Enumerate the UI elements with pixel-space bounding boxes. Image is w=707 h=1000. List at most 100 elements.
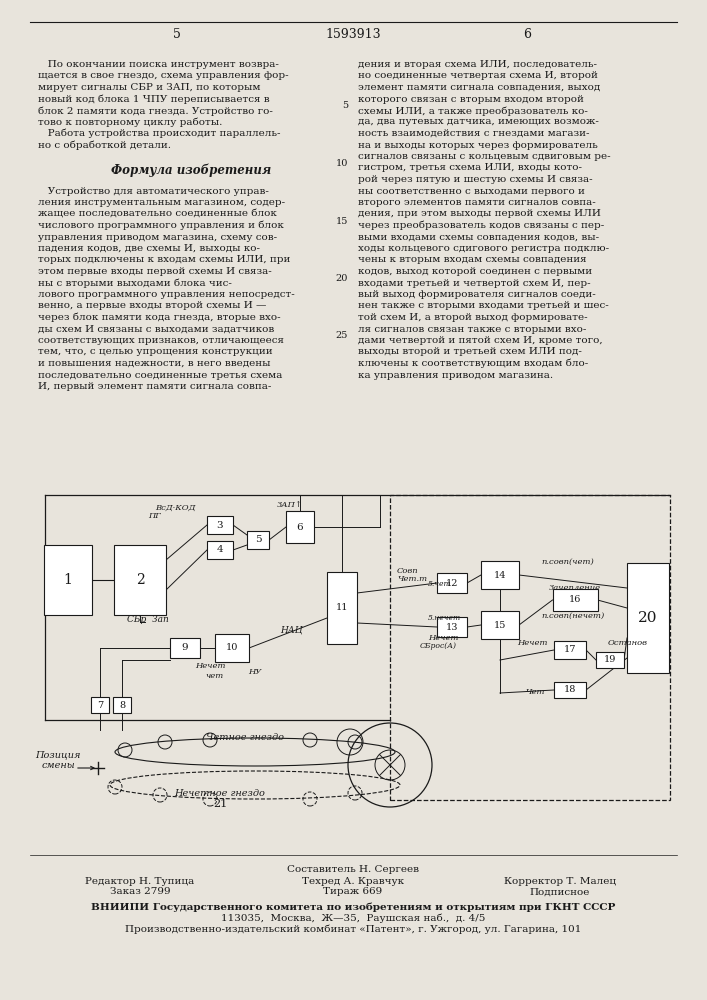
Text: 1593913: 1593913 xyxy=(325,28,381,41)
Text: да, два путевых датчика, имеющих возмож-: да, два путевых датчика, имеющих возмож- xyxy=(358,117,599,126)
Text: нен также с вторыми входами третьей и шес-: нен также с вторыми входами третьей и ше… xyxy=(358,302,609,310)
Bar xyxy=(247,531,269,549)
Text: 17: 17 xyxy=(563,646,576,654)
Text: тем, что, с целью упрощения конструкции: тем, что, с целью упрощения конструкции xyxy=(38,348,273,357)
Text: кодов, выход которой соединен с первыми: кодов, выход которой соединен с первыми xyxy=(358,267,592,276)
Text: 113035,  Москва,  Ж—35,  Раушская наб.,  д. 4/5: 113035, Москва, Ж—35, Раушская наб., д. … xyxy=(221,913,485,923)
Text: сигналов связаны с кольцевым сдвиговым ре-: сигналов связаны с кольцевым сдвиговым р… xyxy=(358,152,611,161)
Text: 20: 20 xyxy=(638,611,658,625)
Text: 5: 5 xyxy=(255,536,262,544)
Text: Техред А. Кравчук: Техред А. Кравчук xyxy=(302,876,404,886)
Bar xyxy=(215,634,249,662)
Text: ходы кольцевого сдигового регистра подклю-: ходы кольцевого сдигового регистра подкл… xyxy=(358,244,609,253)
Text: 14: 14 xyxy=(493,570,506,580)
Text: гистром, третья схема ИЛИ, входы кото-: гистром, третья схема ИЛИ, входы кото- xyxy=(358,163,582,172)
Text: Составитель Н. Сергеев: Составитель Н. Сергеев xyxy=(287,864,419,874)
Text: ВНИИПИ Государственного комитета по изобретениям и открытиям при ГКНТ СССР: ВНИИПИ Государственного комитета по изоб… xyxy=(90,902,615,912)
Text: Корректор Т. Малец: Корректор Т. Малец xyxy=(504,876,616,886)
Bar xyxy=(627,563,669,673)
Text: 5: 5 xyxy=(342,102,348,110)
Text: 2: 2 xyxy=(136,573,144,587)
Text: ля сигналов связан также с вторыми вхо-: ля сигналов связан также с вторыми вхо- xyxy=(358,324,586,334)
Text: 5.чет: 5.чет xyxy=(428,580,452,588)
Text: этом первые входы первой схемы И связа-: этом первые входы первой схемы И связа- xyxy=(38,267,271,276)
Bar xyxy=(481,561,519,589)
Text: дения и вторая схема ИЛИ, последователь-: дения и вторая схема ИЛИ, последователь- xyxy=(358,60,597,69)
Text: 21: 21 xyxy=(213,799,227,809)
Text: 1: 1 xyxy=(64,573,72,587)
Text: и повышения надежности, в него введены: и повышения надежности, в него введены xyxy=(38,359,271,368)
Text: п.совп(нечет): п.совп(нечет) xyxy=(541,612,604,620)
Text: щается в свое гнездо, схема управления фор-: щается в свое гнездо, схема управления ф… xyxy=(38,72,288,81)
Text: 10: 10 xyxy=(226,644,238,652)
Text: Нечет: Нечет xyxy=(194,662,226,670)
Text: лового программного управления непосредст-: лового программного управления непосредс… xyxy=(38,290,295,299)
Text: Нечетное гнездо: Нечетное гнездо xyxy=(175,788,265,798)
Text: элемент памяти сигнала совпадения, выход: элемент памяти сигнала совпадения, выход xyxy=(358,83,600,92)
Text: торых подключены к входам схемы ИЛИ, при: торых подключены к входам схемы ИЛИ, при xyxy=(38,255,291,264)
Text: Совп: Совп xyxy=(397,567,419,575)
Text: через преобразователь кодов связаны с пер-: через преобразователь кодов связаны с пе… xyxy=(358,221,604,231)
Text: 15: 15 xyxy=(336,217,348,226)
Text: но с обработкой детали.: но с обработкой детали. xyxy=(38,140,171,150)
Bar xyxy=(114,545,166,615)
Text: входами третьей и четвертой схем И, пер-: входами третьей и четвертой схем И, пер- xyxy=(358,278,590,288)
Text: 12: 12 xyxy=(445,578,458,587)
Text: Нечет: Нечет xyxy=(518,639,548,647)
Text: По окончании поиска инструмент возвра-: По окончании поиска инструмент возвра- xyxy=(38,60,279,69)
Text: той схем И, а второй выход формировате-: той схем И, а второй выход формировате- xyxy=(358,313,588,322)
Text: И, первый элемент памяти сигнала совпа-: И, первый элемент памяти сигнала совпа- xyxy=(38,382,271,391)
Text: 20: 20 xyxy=(336,274,348,283)
Text: Четное гнездо: Четное гнездо xyxy=(206,732,284,742)
Text: тово к повторному циклу работы.: тово к повторному циклу работы. xyxy=(38,117,223,127)
Text: чет: чет xyxy=(206,672,224,680)
Bar xyxy=(113,697,131,713)
Text: вый выход формирователя сигналов соеди-: вый выход формирователя сигналов соеди- xyxy=(358,290,596,299)
Text: 6: 6 xyxy=(297,522,303,532)
Text: 16: 16 xyxy=(569,595,581,604)
Text: дения, при этом выходы первой схемы ИЛИ: дения, при этом выходы первой схемы ИЛИ xyxy=(358,210,601,219)
Bar xyxy=(554,682,586,698)
Text: 9: 9 xyxy=(182,644,188,652)
Text: 3: 3 xyxy=(216,520,223,530)
Text: ЗАП↑: ЗАП↑ xyxy=(277,501,303,509)
Bar xyxy=(437,573,467,593)
Bar xyxy=(207,516,233,534)
Text: ды схем И связаны с выходами задатчиков: ды схем И связаны с выходами задатчиков xyxy=(38,324,274,334)
Text: 4: 4 xyxy=(216,546,223,554)
Text: 5: 5 xyxy=(173,28,181,41)
Text: ка управления приводом магазина.: ка управления приводом магазина. xyxy=(358,370,553,379)
Text: 18: 18 xyxy=(563,686,576,694)
Text: ны соответственно с выходами первого и: ны соответственно с выходами первого и xyxy=(358,186,585,196)
Text: ность взаимодействия с гнездами магази-: ность взаимодействия с гнездами магази- xyxy=(358,129,590,138)
Text: СБр  Зап: СБр Зап xyxy=(127,615,169,624)
Text: п.совп(чет): п.совп(чет) xyxy=(541,558,594,566)
Text: 15: 15 xyxy=(493,620,506,630)
Text: Зачепление: Зачепление xyxy=(549,584,601,592)
Text: 25: 25 xyxy=(336,332,348,340)
Text: жащее последовательно соединенные блок: жащее последовательно соединенные блок xyxy=(38,210,277,219)
Text: 13: 13 xyxy=(445,622,458,632)
Text: СБрос(А): СБрос(А) xyxy=(420,642,457,650)
Text: НАЦ: НАЦ xyxy=(280,626,303,635)
Text: чены к вторым входам схемы совпадения: чены к вторым входам схемы совпадения xyxy=(358,255,587,264)
Text: новый код блока 1 ЧПУ переписывается в: новый код блока 1 ЧПУ переписывается в xyxy=(38,95,269,104)
Text: 7: 7 xyxy=(97,700,103,710)
Text: но соединенные четвертая схема И, второй: но соединенные четвертая схема И, второй xyxy=(358,72,598,81)
Text: второго элементов памяти сигналов совпа-: второго элементов памяти сигналов совпа- xyxy=(358,198,596,207)
Bar xyxy=(390,495,670,800)
Text: Чет: Чет xyxy=(525,688,545,696)
Text: Формула изобретения: Формула изобретения xyxy=(111,163,271,177)
Bar xyxy=(44,545,92,615)
Text: на и выходы которых через формирователь: на и выходы которых через формирователь xyxy=(358,140,597,149)
Text: 10: 10 xyxy=(336,159,348,168)
Text: Тираж 669: Тираж 669 xyxy=(323,888,382,896)
Bar xyxy=(596,652,624,668)
Text: 6: 6 xyxy=(523,28,531,41)
Text: НУ: НУ xyxy=(248,668,262,676)
Text: Устройство для автоматического управ-: Устройство для автоматического управ- xyxy=(38,186,269,196)
Text: ПГ: ПГ xyxy=(148,512,161,520)
Text: числового программного управления и блок: числового программного управления и блок xyxy=(38,221,284,231)
Bar xyxy=(552,589,597,611)
Bar xyxy=(437,617,467,637)
